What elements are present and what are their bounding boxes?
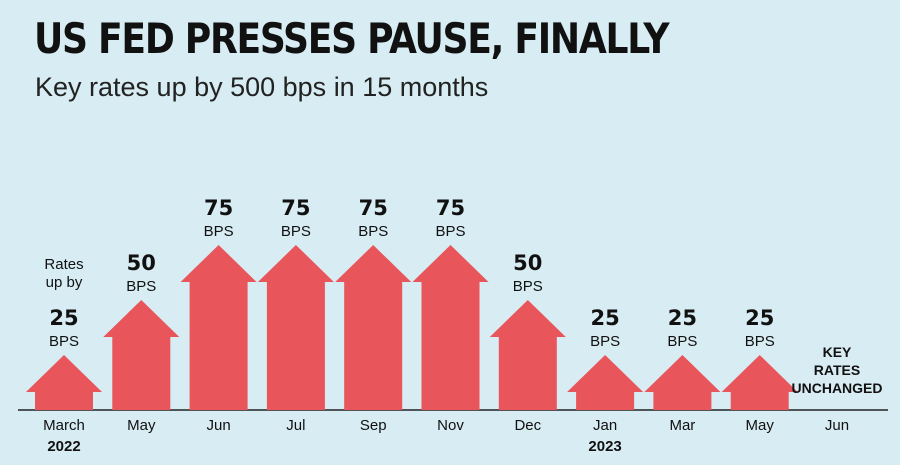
x-tick-label: Jun (825, 417, 849, 434)
data-label-value: 75 (281, 196, 310, 220)
annotation-unchanged: RATES (814, 362, 860, 378)
x-year-label: 2023 (588, 438, 621, 455)
x-tick-label: Jan (593, 417, 617, 434)
chart-title: US FED PRESSES PAUSE, FINALLY (34, 14, 670, 63)
rate-arrow-bar (489, 300, 566, 410)
data-label-unit: BPS (281, 223, 311, 240)
data-label-value: 50 (513, 251, 542, 275)
data-label-value: 25 (49, 306, 78, 330)
data-label-unit: BPS (435, 223, 465, 240)
data-label-value: 75 (436, 196, 465, 220)
data-label-value: 25 (668, 306, 697, 330)
x-tick-label: May (746, 417, 775, 434)
rate-arrow-bar (257, 245, 334, 410)
data-label-value: 50 (127, 251, 156, 275)
data-label-unit: BPS (49, 333, 79, 350)
data-label-unit: BPS (745, 333, 775, 350)
data-label-value: 75 (359, 196, 388, 220)
data-label-unit: BPS (667, 333, 697, 350)
rate-arrow-bar (26, 355, 102, 410)
data-label-unit: BPS (590, 333, 620, 350)
x-tick-label: Sep (360, 417, 387, 434)
annotation-rates-up-by: Rates (44, 256, 83, 273)
x-tick-label: Mar (669, 417, 695, 434)
x-tick-label: Nov (437, 417, 464, 434)
rate-arrow-bar (103, 300, 180, 410)
x-year-label: 2022 (47, 438, 80, 455)
rate-arrow-bar (180, 245, 257, 410)
chart-subtitle: Key rates up by 500 bps in 15 months (35, 72, 489, 102)
rate-arrow-bar (567, 355, 644, 410)
annotation-rates-up-by: up by (46, 274, 83, 291)
rate-arrow-bar (721, 355, 798, 410)
annotation-unchanged: KEY (823, 344, 852, 360)
data-label-value: 25 (590, 306, 619, 330)
x-tick-label: Dec (514, 417, 541, 434)
rate-arrow-bar (335, 245, 412, 410)
data-label-unit: BPS (126, 278, 156, 295)
rate-arrow-bar (644, 355, 721, 410)
data-label-value: 75 (204, 196, 233, 220)
data-label-value: 25 (745, 306, 774, 330)
x-tick-label: May (127, 417, 156, 434)
data-label-unit: BPS (358, 223, 388, 240)
annotation-unchanged: UNCHANGED (792, 380, 883, 396)
data-label-unit: BPS (513, 278, 543, 295)
data-label-unit: BPS (204, 223, 234, 240)
x-tick-label: Jul (286, 417, 305, 434)
x-tick-label: March (43, 417, 85, 434)
rate-arrow-bar (412, 245, 489, 410)
x-tick-label: Jun (207, 417, 231, 434)
